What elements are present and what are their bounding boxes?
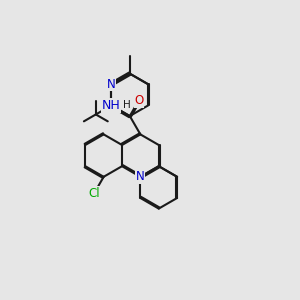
Text: O: O (134, 94, 143, 107)
Text: NH: NH (102, 99, 121, 112)
Text: N: N (136, 170, 145, 183)
Text: H: H (123, 100, 131, 110)
Text: Cl: Cl (88, 187, 100, 200)
Text: N: N (107, 78, 116, 91)
